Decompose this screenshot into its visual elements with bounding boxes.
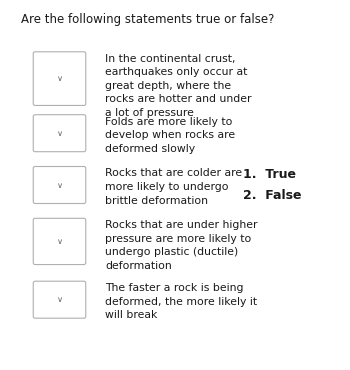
FancyBboxPatch shape bbox=[33, 52, 86, 105]
FancyBboxPatch shape bbox=[33, 166, 86, 204]
Text: 2.  False: 2. False bbox=[243, 189, 302, 202]
Text: ∨: ∨ bbox=[56, 237, 63, 246]
Text: Rocks that are under higher
pressure are more likely to
undergo plastic (ductile: Rocks that are under higher pressure are… bbox=[105, 220, 258, 271]
Text: Rocks that are colder are
more likely to undergo
brittle deformation: Rocks that are colder are more likely to… bbox=[105, 168, 242, 206]
Text: ∨: ∨ bbox=[56, 74, 63, 83]
FancyBboxPatch shape bbox=[33, 115, 86, 152]
Text: The faster a rock is being
deformed, the more likely it
will break: The faster a rock is being deformed, the… bbox=[105, 283, 257, 320]
Text: ∨: ∨ bbox=[56, 129, 63, 138]
Text: ∨: ∨ bbox=[56, 181, 63, 189]
Text: 1.  True: 1. True bbox=[243, 168, 296, 181]
Text: Folds are more likely to
develop when rocks are
deformed slowly: Folds are more likely to develop when ro… bbox=[105, 117, 235, 154]
Text: Are the following statements true or false?: Are the following statements true or fal… bbox=[21, 13, 274, 26]
FancyBboxPatch shape bbox=[33, 218, 86, 265]
Text: ∨: ∨ bbox=[56, 295, 63, 304]
FancyBboxPatch shape bbox=[33, 281, 86, 318]
Text: In the continental crust,
earthquakes only occur at
great depth, where the
rocks: In the continental crust, earthquakes on… bbox=[105, 54, 252, 118]
